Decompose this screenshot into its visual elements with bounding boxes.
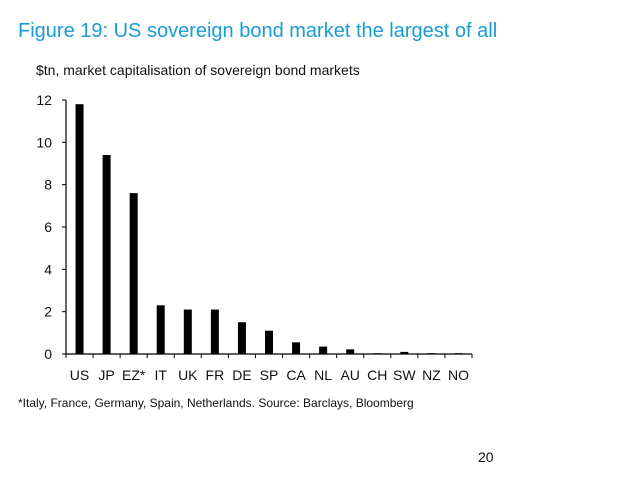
bar: [102, 155, 111, 354]
y-tick-label: 2: [44, 304, 52, 320]
y-tick-label: 4: [44, 261, 52, 277]
x-tick-label: JP: [98, 367, 114, 383]
y-tick-label: 6: [44, 219, 52, 235]
bar: [427, 353, 436, 354]
figure-title: Figure 19: US sovereign bond market the …: [18, 20, 498, 42]
x-tick-label: EZ*: [122, 367, 146, 383]
bar: [373, 353, 382, 354]
x-tick-label: DE: [232, 367, 251, 383]
bar: [183, 309, 192, 354]
x-tick-label: NL: [314, 367, 332, 383]
y-tick-label: 8: [44, 177, 52, 193]
bar: [237, 322, 246, 354]
bar: [265, 330, 273, 354]
x-tick-label: CH: [367, 367, 387, 383]
bar: [400, 351, 409, 354]
x-tick-label: SP: [260, 367, 279, 383]
x-tick-label: IT: [155, 367, 168, 383]
x-tick-label: NO: [448, 367, 469, 383]
y-tick-label: 12: [36, 92, 52, 108]
page-number: 20: [478, 449, 494, 465]
bar: [156, 305, 165, 354]
y-tick-label: 0: [44, 346, 52, 362]
bar: [210, 309, 219, 354]
x-tick-label: US: [70, 367, 89, 383]
x-tick-label: AU: [340, 367, 359, 383]
bar: [129, 193, 138, 354]
y-tick-label: 10: [36, 134, 52, 150]
chart-footnote: *Italy, France, Germany, Spain, Netherla…: [18, 396, 414, 410]
bar: [75, 104, 84, 354]
x-tick-label: NZ: [422, 367, 441, 383]
bar: [454, 353, 463, 354]
x-tick-label: FR: [206, 367, 225, 383]
bar: [292, 342, 301, 354]
bar: [319, 346, 328, 354]
chart-subtitle: $tn, market capitalisation of sovereign …: [36, 62, 360, 78]
x-tick-label: CA: [286, 367, 306, 383]
x-tick-label: UK: [178, 367, 198, 383]
bar: [346, 349, 355, 354]
x-tick-label: SW: [393, 367, 416, 383]
